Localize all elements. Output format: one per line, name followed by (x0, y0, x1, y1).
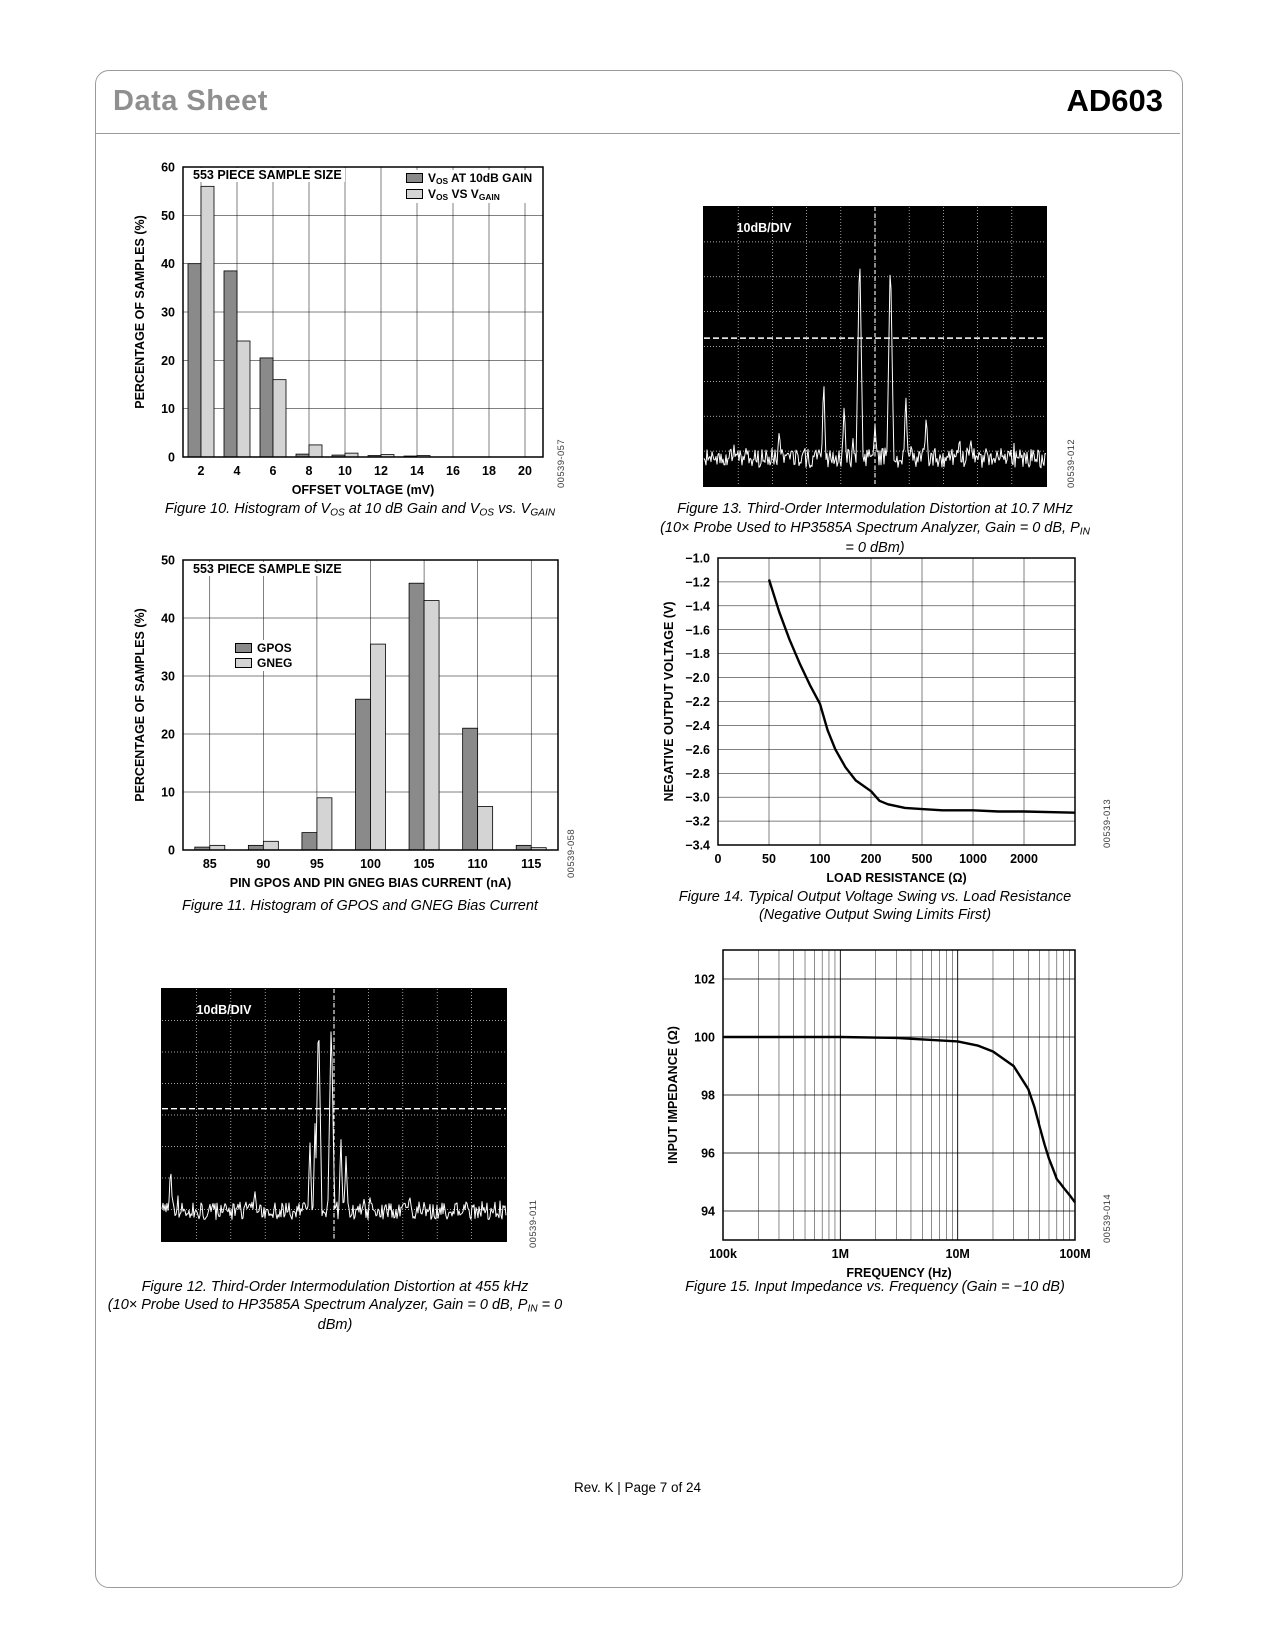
svg-text:20: 20 (161, 354, 175, 368)
svg-text:10M: 10M (946, 1247, 970, 1261)
svg-text:NEGATIVE OUTPUT VOLTAGE (V): NEGATIVE OUTPUT VOLTAGE (V) (662, 602, 676, 802)
page-footer: Rev. K | Page 7 of 24 (573, 1480, 702, 1495)
svg-text:12: 12 (374, 464, 388, 478)
svg-text:LOAD RESISTANCE (Ω): LOAD RESISTANCE (Ω) (826, 871, 966, 885)
fig14-line-chart: −1.0 −1.2 −1.4 −1.6 −1.8 −2.0 −2.2 −2.4 −2.6 −2.8… (662, 552, 1076, 885)
svg-text:FREQUENCY (Hz): FREQUENCY (Hz) (846, 1266, 951, 1280)
svg-text:−3.2: −3.2 (685, 815, 710, 829)
fig13-spectrum-analyzer-screen: 10dB/DIV (700, 203, 1050, 490)
fig14-id-label: 00539-013 (1102, 798, 1113, 848)
svg-text:−3.4: −3.4 (685, 839, 710, 853)
svg-text:−1.0: −1.0 (685, 552, 710, 566)
svg-text:40: 40 (161, 612, 175, 626)
svg-text:0: 0 (168, 451, 175, 465)
header-divider (96, 133, 1180, 134)
svg-text:94: 94 (701, 1205, 715, 1219)
svg-text:10: 10 (161, 402, 175, 416)
svg-text:90: 90 (256, 857, 270, 871)
svg-text:16: 16 (446, 464, 460, 478)
svg-text:115: 115 (521, 857, 541, 871)
svg-text:30: 30 (161, 670, 175, 684)
svg-text:1000: 1000 (959, 852, 987, 866)
fig12-id-label: 00539-011 (528, 1199, 539, 1248)
fig15-caption: Figure 15. Input Impedance vs. Frequency… (685, 1279, 1065, 1295)
svg-text:INPUT IMPEDANCE (Ω): INPUT IMPEDANCE (Ω) (666, 1026, 680, 1164)
fig11-legend: GPOS GNEG (232, 640, 296, 671)
fig10-id-label: 00539-057 (556, 438, 567, 488)
svg-text:6: 6 (270, 464, 277, 478)
svg-text:10dB/DIV: 10dB/DIV (197, 1003, 253, 1017)
svg-text:−1.2: −1.2 (685, 575, 710, 589)
svg-text:4: 4 (234, 464, 241, 478)
page-border-frame (95, 70, 1183, 1588)
svg-text:2: 2 (198, 464, 205, 478)
svg-text:30: 30 (161, 306, 175, 320)
svg-text:50: 50 (161, 209, 175, 223)
svg-text:110: 110 (468, 857, 488, 871)
fig11-histogram-chart: 0 10 20 30 40 50 85 90 95 100 105 110 115 PIN GPOS AN… (133, 554, 559, 890)
svg-text:−2.0: −2.0 (685, 671, 710, 685)
svg-text:95: 95 (310, 857, 324, 871)
svg-text:102: 102 (694, 973, 715, 987)
doc-type-label: Data Sheet (113, 85, 268, 117)
svg-text:105: 105 (414, 857, 435, 871)
svg-text:20: 20 (518, 464, 532, 478)
svg-text:PERCENTAGE OF SAMPLES (%): PERCENTAGE OF SAMPLES (%) (133, 608, 147, 802)
svg-text:OFFSET VOLTAGE (mV): OFFSET VOLTAGE (mV) (292, 483, 435, 497)
svg-text:−1.8: −1.8 (685, 647, 710, 661)
svg-text:8: 8 (306, 464, 313, 478)
svg-text:40: 40 (161, 257, 175, 271)
svg-text:10dB/DIV: 10dB/DIV (737, 221, 793, 235)
fig10-histogram-chart: 0 10 20 30 40 50 60 2 4 6 8 10 12 14 16 18 20 OFFSET VOLT… (133, 161, 544, 497)
svg-text:100M: 100M (1059, 1247, 1090, 1261)
fig11-caption: Figure 11. Histogram of GPOS and GNEG Bi… (182, 898, 538, 914)
svg-text:−1.4: −1.4 (685, 599, 710, 613)
svg-text:1M: 1M (832, 1247, 849, 1261)
fig14-caption-line2: (Negative Output Swing Limits First) (758, 907, 992, 923)
svg-text:20: 20 (161, 728, 175, 742)
fig13-caption-line1: Figure 13. Third-Order Intermodulation D… (677, 501, 1073, 517)
fig10-sample-size-annotation: 553 PIECE SAMPLE SIZE (190, 168, 345, 182)
fig15-id-label: 00539-014 (1102, 1193, 1113, 1243)
svg-text:98: 98 (701, 1089, 715, 1103)
fig12-caption-line1: Figure 12. Third-Order Intermodulation D… (141, 1279, 529, 1295)
svg-text:10: 10 (161, 786, 175, 800)
fig14-caption-line1: Figure 14. Typical Output Voltage Swing … (678, 889, 1072, 905)
svg-text:50: 50 (762, 852, 776, 866)
part-number: AD603 (1066, 83, 1164, 118)
svg-text:2000: 2000 (1010, 852, 1038, 866)
svg-text:PERCENTAGE OF SAMPLES (%): PERCENTAGE OF SAMPLES (%) (133, 215, 147, 409)
svg-text:100: 100 (360, 857, 381, 871)
svg-text:500: 500 (912, 852, 933, 866)
svg-text:PIN GPOS AND PIN GNEG BIAS CUR: PIN GPOS AND PIN GNEG BIAS CURRENT (nA) (230, 876, 512, 890)
fig12-spectrum-analyzer-screen: 10dB/DIV (158, 985, 510, 1245)
svg-text:100k: 100k (709, 1247, 737, 1261)
svg-text:18: 18 (482, 464, 496, 478)
svg-text:−1.6: −1.6 (685, 623, 710, 637)
svg-text:14: 14 (410, 464, 424, 478)
svg-text:50: 50 (161, 554, 175, 568)
svg-text:96: 96 (701, 1147, 715, 1161)
svg-text:200: 200 (861, 852, 882, 866)
fig11-id-label: 00539-058 (566, 828, 577, 878)
svg-text:−2.6: −2.6 (685, 743, 710, 757)
fig13-id-label: 00539-012 (1066, 438, 1077, 488)
svg-text:−3.0: −3.0 (685, 791, 710, 805)
fig10-caption: Figure 10. Histogram of VOS at 10 dB Gai… (164, 501, 556, 519)
fig10-legend: VOS AT 10dB GAIN VOS VS VGAIN (403, 170, 536, 203)
svg-text:10: 10 (338, 464, 352, 478)
fig12-caption-line2: (10× Probe Used to HP3585A Spectrum Anal… (107, 1297, 563, 1333)
svg-text:−2.2: −2.2 (685, 695, 710, 709)
svg-text:85: 85 (203, 857, 217, 871)
svg-text:0: 0 (715, 852, 722, 866)
fig11-sample-size-annotation: 553 PIECE SAMPLE SIZE (190, 562, 345, 576)
svg-text:−2.4: −2.4 (685, 719, 710, 733)
svg-text:−2.8: −2.8 (685, 767, 710, 781)
svg-text:100: 100 (810, 852, 831, 866)
svg-text:60: 60 (161, 161, 175, 175)
fig15-line-chart: 94 96 98 100 102 100k 1M 10M 100M FREQUENCY (Hz) I… (666, 949, 1091, 1280)
svg-text:0: 0 (168, 844, 175, 858)
svg-text:100: 100 (694, 1031, 715, 1045)
fig13-caption-line2: (10× Probe Used to HP3585A Spectrum Anal… (660, 520, 1090, 556)
